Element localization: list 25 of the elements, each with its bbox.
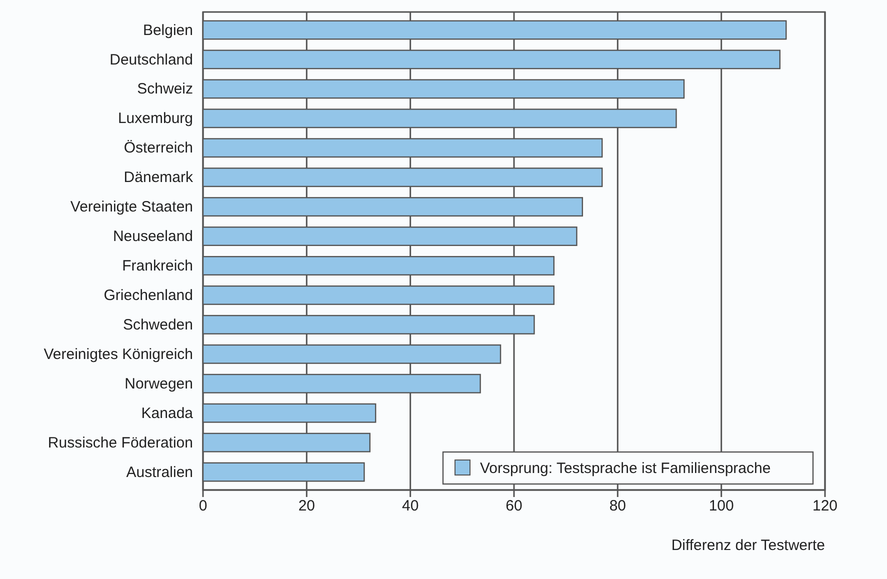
y-tick-label: Vereinigtes Königreich — [44, 346, 193, 363]
x-tick-label: 120 — [812, 498, 838, 515]
x-axis-title: Differenz der Testwerte — [671, 537, 825, 554]
x-tick-label: 40 — [402, 498, 419, 515]
y-tick-label: Griechenland — [104, 287, 193, 304]
x-tick-label: 20 — [298, 498, 316, 515]
y-tick-label: Norwegen — [124, 375, 193, 392]
x-tick-label: 80 — [609, 498, 626, 515]
y-tick-label: Österreich — [124, 140, 193, 157]
y-tick-label: Vereinigte Staaten — [70, 198, 193, 216]
legend-label: Vorsprung: Testsprache ist Familiensprache — [480, 460, 771, 477]
x-tick-label: 0 — [198, 498, 208, 515]
y-tick-label: Kanada — [141, 404, 194, 422]
y-tick-label: Frankreich — [122, 258, 193, 275]
y-tick-label: Australien — [126, 464, 193, 481]
x-tick-label: 60 — [506, 498, 522, 515]
y-tick-label: Dänemark — [124, 169, 194, 186]
y-tick-label: Schweden — [122, 316, 193, 334]
y-tick-label: Schweiz — [137, 80, 193, 98]
y-tick-label: Russische Föderation — [48, 434, 193, 452]
x-tick-label: 100 — [708, 498, 734, 515]
y-tick-label: Belgien — [142, 22, 193, 39]
y-tick-label: Neuseeland — [112, 228, 193, 246]
y-tick-label: Deutschland — [110, 51, 193, 68]
y-tick-label: Luxemburg — [118, 110, 193, 128]
